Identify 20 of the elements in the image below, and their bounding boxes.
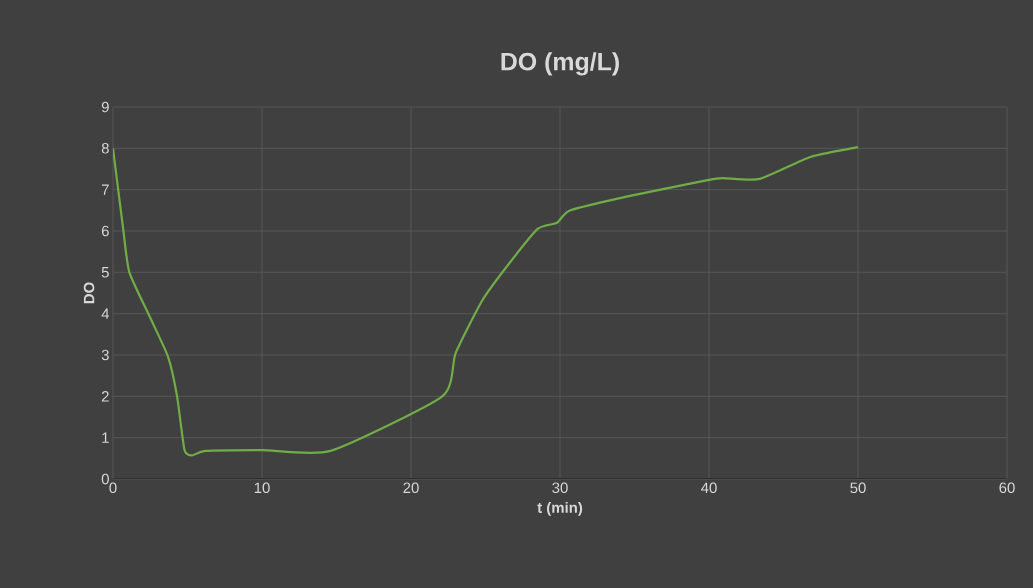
x-tick-label: 40 <box>701 482 717 494</box>
y-tick-label: 1 <box>102 432 109 443</box>
x-tick-label: 30 <box>552 482 568 494</box>
y-tick-label: 6 <box>101 225 109 237</box>
x-tick-label: 10 <box>254 482 270 494</box>
y-tick-label: 5 <box>101 267 109 278</box>
y-tick-label: 2 <box>101 391 109 402</box>
x-tick-label: 20 <box>403 482 419 494</box>
y-tick-label: 3 <box>101 349 109 361</box>
y-tick-label: 0 <box>101 473 109 485</box>
y-tick-label: 8 <box>101 143 109 154</box>
line-series <box>113 145 860 457</box>
y-axis-title: DO <box>83 282 95 304</box>
y-tick-label: 4 <box>101 308 110 319</box>
y-tick-label: 9 <box>101 101 109 113</box>
y-tick-label: 7 <box>101 184 109 195</box>
x-tick-label: 60 <box>999 482 1015 494</box>
x-axis-title: t (min) <box>537 501 583 516</box>
x-tick-label: 50 <box>850 482 866 494</box>
chart-title: DO (mg/L) <box>501 52 619 76</box>
